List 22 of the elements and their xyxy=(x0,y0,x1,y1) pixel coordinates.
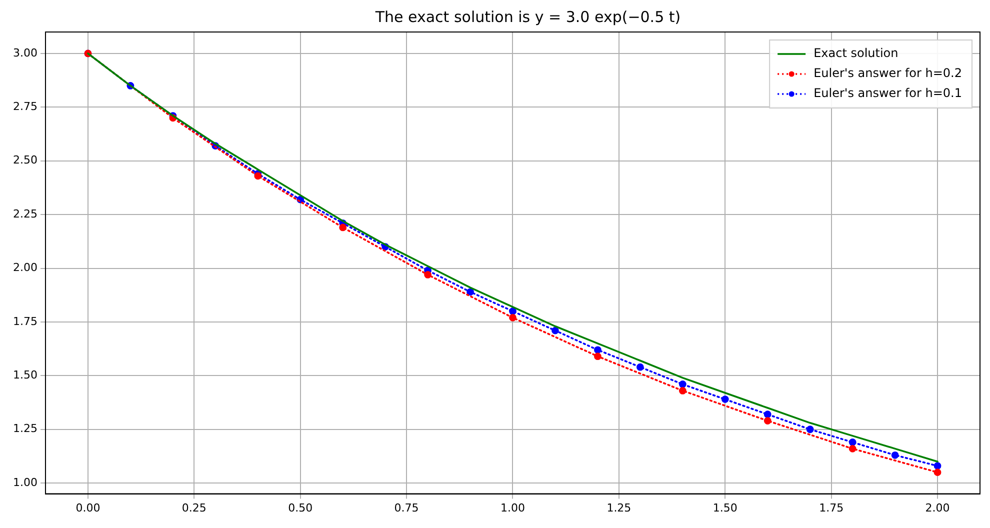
x-tick-label: 1.50 xyxy=(712,501,738,514)
x-tick-label: 1.25 xyxy=(606,501,632,514)
y-tick-label: 1.50 xyxy=(12,368,38,382)
y-tick-label: 3.00 xyxy=(12,46,38,60)
legend-label: Exact solution xyxy=(814,46,898,60)
x-tick-label: 0.50 xyxy=(288,501,313,514)
y-tick-label: 1.75 xyxy=(12,314,38,328)
x-tick-label: 2.00 xyxy=(925,501,950,514)
legend-label: Euler's answer for h=0.2 xyxy=(814,66,962,80)
x-tick-label: 0.00 xyxy=(76,501,100,514)
y-tick-label: 1.00 xyxy=(12,476,38,489)
y-tick-label: 2.50 xyxy=(12,154,38,167)
x-tick-label: 1.00 xyxy=(500,501,525,514)
x-tick-label: 0.25 xyxy=(182,501,206,514)
x-tick-label: 0.75 xyxy=(394,501,419,514)
y-tick-label: 2.25 xyxy=(12,207,38,220)
chart-title: The exact solution is y = 3.0 exp(−0.5 t) xyxy=(374,8,682,26)
y-tick-label: 2.75 xyxy=(12,100,38,114)
y-tick-label: 1.25 xyxy=(12,422,38,436)
y-tick-label: 2.00 xyxy=(12,261,38,274)
legend-label: Euler's answer for h=0.1 xyxy=(814,86,962,100)
x-tick-label: 1.75 xyxy=(819,501,844,514)
